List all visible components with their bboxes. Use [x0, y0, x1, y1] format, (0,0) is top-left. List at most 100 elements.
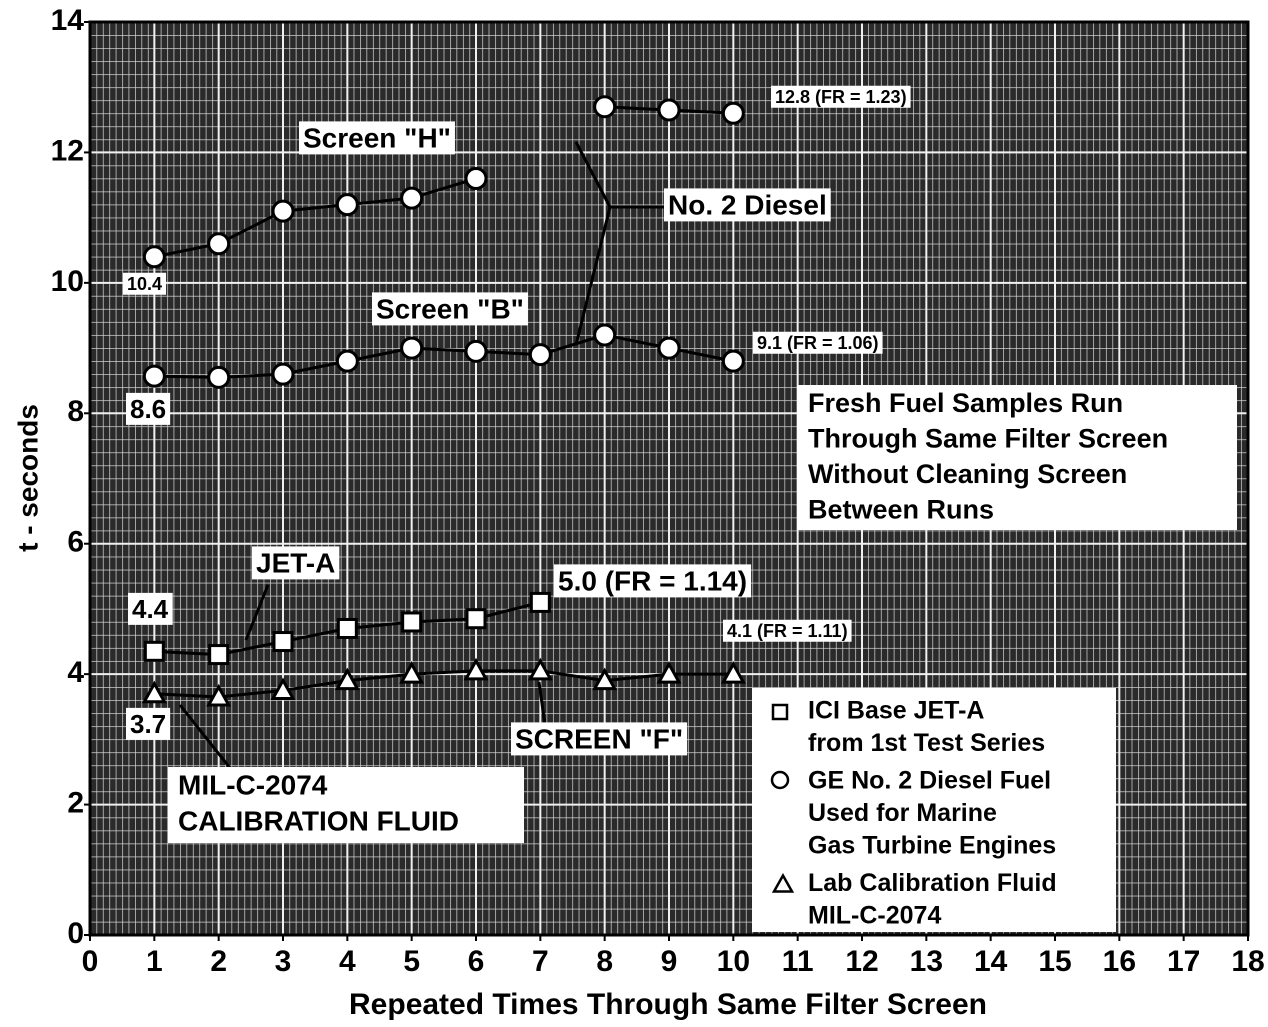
marker: [593, 95, 617, 119]
note-line: Without Cleaning Screen: [808, 459, 1127, 489]
annotation: CALIBRATION FLUID: [178, 805, 459, 836]
note-line: Through Same Filter Screen: [808, 424, 1168, 454]
y-tick-label: 14: [51, 4, 85, 37]
x-tick-label: 7: [532, 945, 549, 978]
marker: [527, 657, 553, 681]
marker: [142, 364, 166, 388]
x-tick-label: 16: [1103, 945, 1136, 978]
annotation: Screen "H": [303, 122, 451, 153]
label-box: [126, 707, 171, 740]
x-tick-label: 11: [782, 945, 814, 978]
marker: [206, 683, 232, 707]
y-tick-label: 4: [67, 656, 84, 689]
x-tick-label: 13: [910, 945, 943, 978]
marker: [529, 591, 551, 613]
marker: [528, 343, 552, 367]
marker: [465, 608, 487, 630]
annotation: MIL-C-2074: [178, 769, 328, 800]
marker: [271, 199, 295, 223]
y-tick-label: 2: [67, 786, 84, 819]
y-tick-label: 10: [51, 265, 84, 298]
x-tick-label: 18: [1231, 945, 1264, 978]
series-line: [154, 333, 734, 379]
marker: [464, 167, 488, 191]
annotation: 10.4: [127, 274, 162, 294]
y-axis-title: t - seconds: [12, 404, 43, 552]
x-tick-label: 1: [146, 945, 163, 978]
pointer: [574, 206, 612, 346]
x-tick-label: 12: [845, 945, 878, 978]
marker: [207, 232, 231, 256]
note-line: Between Runs: [808, 495, 994, 525]
marker: [463, 657, 489, 681]
legend-marker: [771, 703, 789, 721]
marker: [142, 245, 166, 269]
marker: [593, 323, 617, 347]
legend-label: GE No. 2 Diesel Fuel: [808, 767, 1051, 795]
marker: [335, 193, 359, 217]
label-box: [771, 85, 911, 108]
y-tick-label: 0: [67, 917, 84, 950]
label-box: [511, 722, 688, 756]
x-tick-label: 0: [82, 945, 99, 978]
label-box: [128, 592, 173, 625]
annotation: 12.8 (FR = 1.23): [775, 87, 907, 107]
legend-label: MIL-C-2074: [808, 902, 941, 930]
pointer: [178, 704, 232, 769]
marker: [721, 101, 745, 125]
legend-label: ICI Base JET-A: [808, 697, 984, 725]
label-box: [126, 392, 171, 425]
x-tick-label: 10: [717, 945, 750, 978]
legend-box: [752, 688, 1116, 932]
x-tick-label: 3: [275, 945, 292, 978]
marker: [207, 365, 231, 389]
marker: [141, 680, 167, 704]
x-tick-label: 2: [210, 945, 227, 978]
annotation: 4.1 (FR = 1.11): [727, 621, 848, 641]
annotation: JET-A: [256, 547, 335, 578]
marker: [336, 617, 358, 639]
label-box: [753, 331, 883, 354]
annotation: 3.7: [130, 709, 166, 739]
x-tick-label: 15: [1038, 945, 1071, 978]
pointer: [574, 141, 612, 208]
marker: [657, 98, 681, 122]
marker: [592, 667, 618, 691]
label-box: [664, 188, 831, 222]
label-box: [252, 546, 340, 580]
annotation: No. 2 Diesel: [668, 189, 827, 220]
marker: [272, 631, 294, 653]
label-box: [372, 292, 528, 326]
marker: [335, 349, 359, 373]
y-tick-label: 12: [51, 134, 84, 167]
annotation: 4.4: [132, 594, 169, 624]
marker: [143, 640, 165, 662]
x-tick-label: 17: [1167, 945, 1200, 978]
note-box: [797, 385, 1237, 530]
x-axis-title: Repeated Times Through Same Filter Scree…: [349, 988, 987, 1021]
label-box: [123, 272, 167, 295]
marker: [657, 336, 681, 360]
y-tick-label: 8: [67, 395, 84, 428]
label-box: [723, 619, 852, 642]
annotation: 8.6: [130, 394, 166, 424]
label-box: [168, 767, 524, 843]
annotation: 5.0 (FR = 1.14): [558, 565, 747, 596]
legend-marker: [770, 770, 790, 790]
marker: [400, 336, 424, 360]
label-box: [299, 121, 455, 155]
note-line: Fresh Fuel Samples Run: [808, 388, 1123, 418]
y-tick-label: 6: [67, 526, 84, 559]
marker: [208, 644, 230, 666]
x-tick-label: 4: [339, 945, 356, 978]
x-tick-label: 8: [596, 945, 613, 978]
marker: [464, 339, 488, 363]
annotation: 9.1 (FR = 1.06): [757, 333, 879, 353]
legend-label: Lab Calibration Fluid: [808, 869, 1057, 897]
annotation: Screen "B": [376, 293, 524, 324]
legend-label: Used for Marine: [808, 799, 997, 827]
marker: [656, 661, 682, 684]
annotation: SCREEN "F": [515, 723, 683, 754]
legend-label: Gas Turbine Engines: [808, 832, 1056, 860]
